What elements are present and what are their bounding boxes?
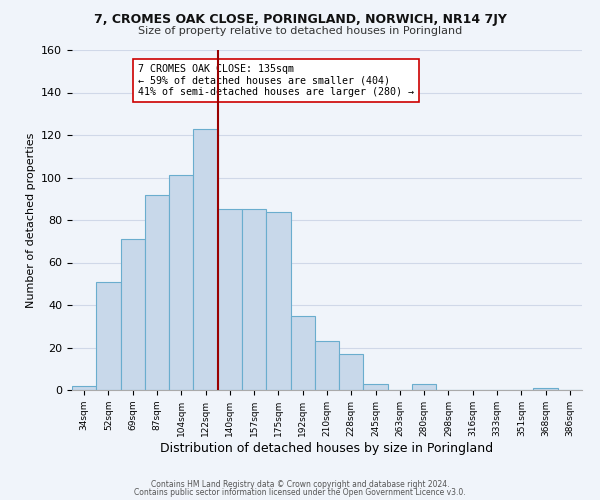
Bar: [315, 341, 339, 390]
Bar: [364, 384, 388, 390]
Text: Contains public sector information licensed under the Open Government Licence v3: Contains public sector information licen…: [134, 488, 466, 497]
Bar: [339, 354, 364, 390]
Bar: [242, 210, 266, 390]
Bar: [412, 384, 436, 390]
Bar: [193, 128, 218, 390]
Text: Size of property relative to detached houses in Poringland: Size of property relative to detached ho…: [138, 26, 462, 36]
Bar: [96, 282, 121, 390]
Bar: [533, 388, 558, 390]
Y-axis label: Number of detached properties: Number of detached properties: [26, 132, 35, 308]
Text: 7 CROMES OAK CLOSE: 135sqm
← 59% of detached houses are smaller (404)
41% of sem: 7 CROMES OAK CLOSE: 135sqm ← 59% of deta…: [139, 64, 415, 97]
Bar: [72, 386, 96, 390]
Text: 7, CROMES OAK CLOSE, PORINGLAND, NORWICH, NR14 7JY: 7, CROMES OAK CLOSE, PORINGLAND, NORWICH…: [94, 12, 506, 26]
Bar: [266, 212, 290, 390]
Bar: [121, 239, 145, 390]
Bar: [218, 210, 242, 390]
Bar: [145, 194, 169, 390]
Text: Contains HM Land Registry data © Crown copyright and database right 2024.: Contains HM Land Registry data © Crown c…: [151, 480, 449, 489]
X-axis label: Distribution of detached houses by size in Poringland: Distribution of detached houses by size …: [160, 442, 494, 454]
Bar: [169, 176, 193, 390]
Bar: [290, 316, 315, 390]
